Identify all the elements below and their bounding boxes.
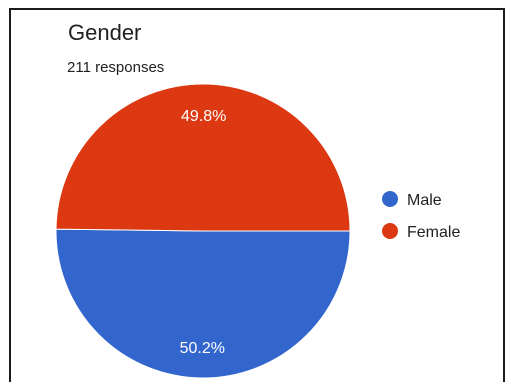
- pie-chart: 50.2% 49.8% Male Female: [55, 83, 460, 379]
- response-count: 211 responses: [67, 59, 165, 76]
- chart-card: Gender 211 responses 50.2% 49.8% Male Fema…: [9, 8, 505, 382]
- slice-label-male: 50.2%: [180, 340, 225, 357]
- pie-slice-male: [55, 228, 351, 379]
- legend-swatch-male: [382, 191, 398, 207]
- pie-slices: [55, 83, 351, 379]
- legend-label-male: Male: [407, 192, 442, 209]
- pie-slice-female: [55, 83, 351, 232]
- slice-label-female: 49.8%: [181, 108, 226, 125]
- legend-label-female: Female: [407, 224, 460, 241]
- chart-legend: Male Female: [382, 191, 460, 241]
- chart-title: Gender: [68, 20, 142, 45]
- pie-labels: 50.2% 49.8%: [180, 108, 227, 357]
- legend-swatch-female: [382, 223, 398, 239]
